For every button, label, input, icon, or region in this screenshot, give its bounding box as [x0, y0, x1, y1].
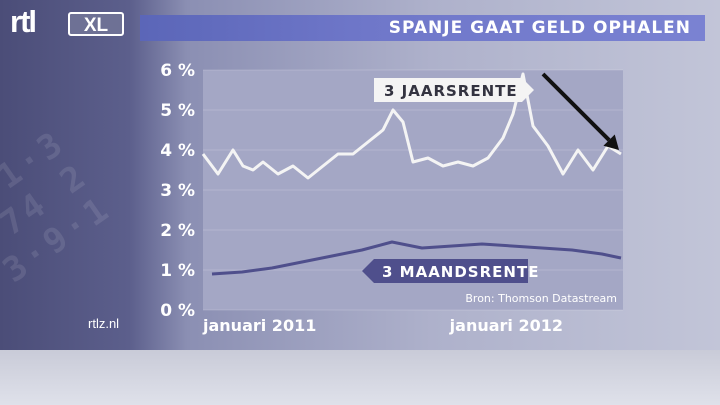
- y-tick-label: 3 %: [160, 181, 195, 201]
- chart-title: SPANJE GAAT GELD OPHALEN: [388, 18, 691, 38]
- label-3-jaarsrente-box: [374, 78, 534, 102]
- y-tick-label: 5 %: [160, 101, 195, 121]
- logo-rtl-text: rtl: [10, 4, 37, 39]
- y-axis-ticks: 0 % 1 % 2 % 3 % 4 % 5 % 6 %: [160, 61, 195, 321]
- label-3-jaarsrente: 3 JAARSRENTE: [374, 78, 534, 102]
- x-tick-label: januari 2012: [449, 316, 563, 335]
- title-bar: SPANJE GAAT GELD OPHALEN: [140, 15, 705, 41]
- background-lower-strip: [0, 350, 720, 405]
- decline-arrow-line: [541, 72, 611, 142]
- y-tick-label: 1 %: [160, 261, 195, 281]
- series-3-maandsrente-line: [211, 240, 622, 276]
- label-3-maandsrente: 3 MAANDSRENTE: [362, 259, 539, 283]
- series-3-jaarsrente-line: [201, 72, 622, 180]
- label-3-jaarsrente-text: 3 JAARSRENTE: [384, 82, 518, 100]
- label-3-maandsrente-text: 3 MAANDSRENTE: [382, 263, 539, 281]
- site-url-label: rtlz.nl: [88, 316, 120, 331]
- logo-xl-badge: XL: [68, 12, 124, 36]
- y-tick-label: 6 %: [160, 61, 195, 81]
- y-tick-label: 2 %: [160, 221, 195, 241]
- y-tick-label: 4 %: [160, 141, 195, 161]
- decline-arrow-head: [603, 134, 619, 150]
- channel-logo: rtl XL: [10, 6, 126, 38]
- x-axis-ticks: januari 2011 januari 2012: [202, 316, 563, 335]
- y-tick-label: 0 %: [160, 301, 195, 321]
- source-label: Bron: Thomson Datastream: [465, 292, 617, 305]
- label-3-maandsrente-box: [362, 259, 528, 283]
- x-tick-label: januari 2011: [202, 316, 316, 335]
